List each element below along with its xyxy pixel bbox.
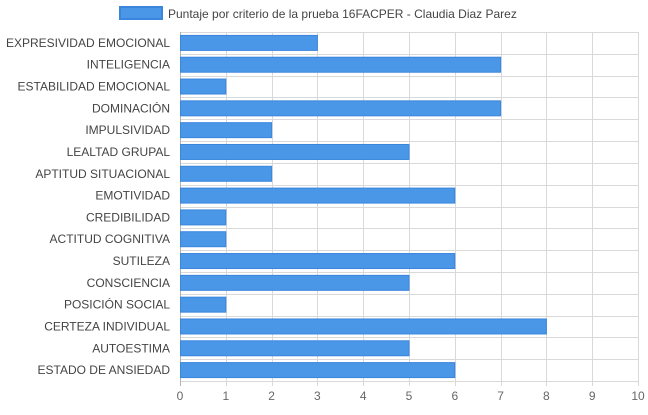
x-tick-label: 6 [451, 389, 458, 403]
bar[interactable] [180, 318, 547, 335]
category-label: AUTOESTIMA [92, 341, 170, 355]
x-tick-label: 10 [631, 389, 645, 403]
x-tick-label: 9 [589, 389, 596, 403]
bar[interactable] [180, 122, 273, 139]
bar[interactable] [180, 100, 502, 117]
x-tick-label: 0 [177, 389, 184, 403]
category-label: ACTITUD COGNITIVA [50, 232, 170, 246]
bar[interactable] [180, 274, 410, 291]
category-label: CONSCIENCIA [87, 276, 170, 290]
bar[interactable] [180, 56, 502, 73]
bar[interactable] [180, 296, 227, 313]
category-label: EXPRESIVIDAD EMOCIONAL [6, 36, 170, 50]
bar[interactable] [180, 165, 273, 182]
x-tick-label: 1 [222, 389, 229, 403]
x-tick-label: 8 [543, 389, 550, 403]
category-label: ESTADO DE ANSIEDAD [38, 363, 171, 377]
x-tick-label: 2 [268, 389, 275, 403]
category-label: ESTABILIDAD EMOCIONAL [18, 80, 171, 94]
x-tick-label: 3 [314, 389, 321, 403]
category-label: DOMINACIÓN [92, 100, 170, 115]
bar[interactable] [180, 34, 318, 51]
bar[interactable] [180, 362, 456, 379]
category-label: CERTEZA INDIVIDUAL [44, 319, 170, 333]
x-tick-label: 4 [360, 389, 367, 403]
x-tick-label: 7 [497, 389, 504, 403]
category-label: INTELIGENCIA [87, 58, 170, 72]
legend-swatch[interactable] [119, 6, 163, 20]
category-label: CREDIBILIDAD [86, 210, 170, 224]
category-label: IMPULSIVIDAD [85, 123, 170, 137]
category-label: POSICIÓN SOCIAL [64, 297, 170, 312]
bar[interactable] [180, 143, 410, 160]
category-label: SUTILEZA [113, 254, 170, 268]
category-label: LEALTAD GRUPAL [67, 145, 171, 159]
bar[interactable] [180, 231, 227, 248]
bar[interactable] [180, 209, 227, 226]
bar[interactable] [180, 78, 227, 95]
bar[interactable] [180, 187, 456, 204]
bar[interactable] [180, 340, 410, 357]
category-label: APTITUD SITUACIONAL [35, 167, 170, 181]
x-tick-label: 5 [406, 389, 413, 403]
bar[interactable] [180, 253, 456, 270]
category-label: EMOTIVIDAD [95, 189, 170, 203]
legend-label[interactable]: Puntaje por criterio de la prueba 16FACP… [168, 7, 517, 21]
